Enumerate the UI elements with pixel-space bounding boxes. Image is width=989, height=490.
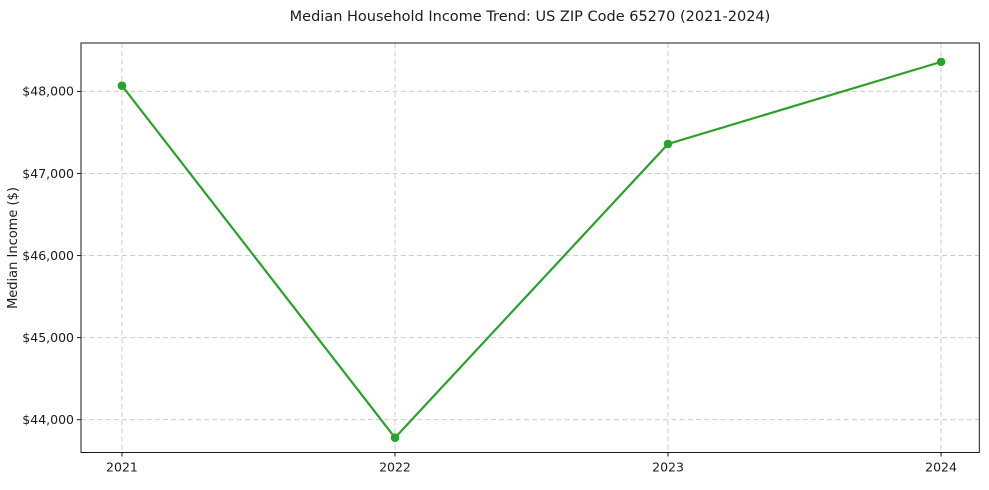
axis-tick-labels: $44,000 $45,000 $46,000 $47,000 $48,000 2021 2… (22, 84, 957, 475)
x-tick-label: 2021 (106, 460, 138, 475)
y-tick-label: $45,000 (22, 330, 74, 345)
data-point-marker (117, 81, 127, 90)
x-tick-label: 2024 (925, 460, 957, 475)
y-tick-label: $44,000 (22, 412, 74, 427)
data-series (117, 57, 946, 443)
y-axis-label: Median Income ($) (6, 187, 21, 309)
income-trend-line (121, 60, 942, 440)
data-point-marker (663, 139, 673, 149)
plot-frame (80, 42, 980, 453)
x-tick-label: 2022 (379, 460, 411, 475)
x-tick-label: 2023 (652, 460, 684, 475)
chart-title: Median Household Income Trend: US ZIP Co… (290, 9, 771, 25)
data-point-marker (936, 57, 946, 67)
gridlines (81, 43, 980, 453)
axis-ticks (77, 90, 942, 457)
y-tick-label: $48,000 (22, 84, 74, 99)
y-tick-label: $47,000 (22, 166, 74, 181)
plot-spines (80, 42, 980, 453)
data-point-marker (390, 433, 400, 443)
y-tick-label: $46,000 (22, 248, 74, 263)
